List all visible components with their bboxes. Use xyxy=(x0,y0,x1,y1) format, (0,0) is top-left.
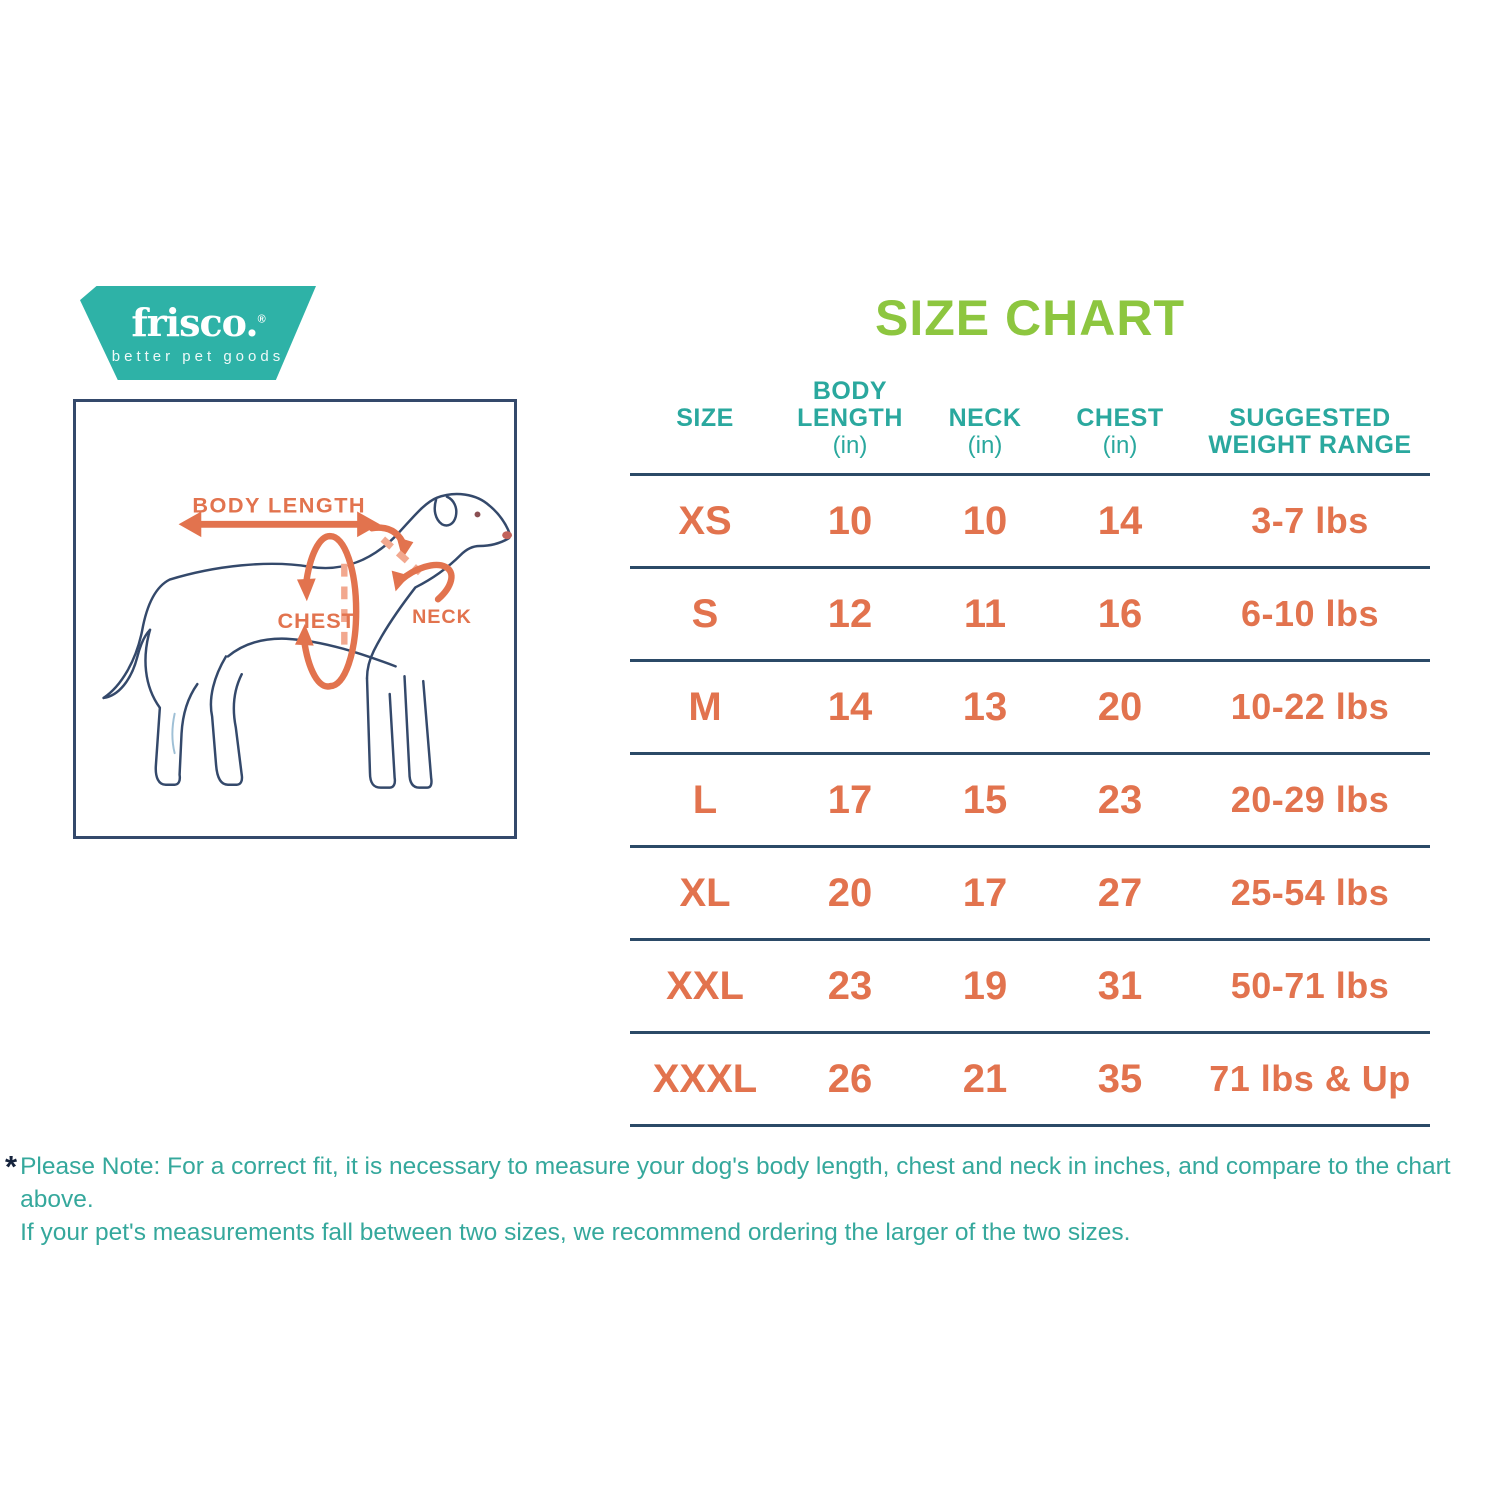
col-header-weight-line1: SUGGESTED xyxy=(1229,404,1391,432)
brand-name: frisco. xyxy=(131,299,258,345)
col-header-neck-label: NECK xyxy=(948,404,1022,432)
table-row-s: S 12 11 16 6-10 lbs xyxy=(630,569,1430,662)
neck-cell: 17 xyxy=(962,870,1008,915)
frisco-logo: frisco.® better pet goods xyxy=(80,286,316,380)
body-length-cell: 26 xyxy=(827,1056,873,1101)
registered-trademark-icon: ® xyxy=(257,312,266,325)
chest-loop-upper-arc xyxy=(302,532,334,589)
table-row-m: M 14 13 20 10-22 lbs xyxy=(630,662,1430,755)
neck-cell: 21 xyxy=(962,1056,1008,1101)
body-length-cell: 23 xyxy=(827,963,873,1008)
neck-label: NECK xyxy=(412,606,472,628)
col-header-body-line2: LENGTH xyxy=(797,404,903,432)
neck-loop-arc xyxy=(397,561,455,603)
size-cell: XL xyxy=(679,870,731,915)
footnote-asterisk: * xyxy=(5,1149,18,1184)
chest-cell: 16 xyxy=(1097,591,1143,636)
chest-cell: 14 xyxy=(1097,498,1143,543)
size-cell: XXXL xyxy=(652,1056,758,1101)
chest-arrowhead-up xyxy=(295,623,314,646)
body-length-arrowhead-right xyxy=(357,511,380,538)
col-header-size-label: SIZE xyxy=(676,404,734,432)
brand-tagline: better pet goods xyxy=(111,347,285,365)
col-header-weight: SUGGESTED WEIGHT RANGE xyxy=(1190,378,1430,459)
size-cell: M xyxy=(688,684,722,729)
chest-cell: 23 xyxy=(1097,777,1143,822)
dog-eye xyxy=(474,511,481,518)
neck-cell: 10 xyxy=(962,498,1008,543)
weight-cell: 50-71 lbs xyxy=(1230,965,1390,1006)
body-length-arrowhead-left xyxy=(178,511,202,538)
footnote-line-1: Please Note: For a correct fit, it is ne… xyxy=(20,1153,1451,1213)
col-header-neck: NECK (in) xyxy=(920,378,1050,460)
neck-cell: 19 xyxy=(962,963,1008,1008)
dog-nose xyxy=(502,531,513,540)
weight-cell: 3-7 lbs xyxy=(1251,500,1369,541)
col-header-chest-label: CHEST xyxy=(1076,404,1164,432)
col-header-neck-unit: (in) xyxy=(967,432,1003,459)
col-header-size: SIZE xyxy=(630,378,780,459)
thigh-accent-line xyxy=(171,712,176,755)
col-header-body-unit: (in) xyxy=(832,432,868,459)
body-length-cell: 10 xyxy=(827,498,873,543)
size-cell: XS xyxy=(678,498,732,543)
body-length-cell: 14 xyxy=(827,684,873,729)
table-row-xxl: XXL 23 19 31 50-71 lbs xyxy=(630,941,1430,1034)
weight-cell: 10-22 lbs xyxy=(1230,686,1390,727)
weight-cell: 71 lbs & Up xyxy=(1209,1058,1411,1099)
chest-label: CHEST xyxy=(277,608,355,633)
chest-cell: 27 xyxy=(1097,870,1143,915)
table-row-xl: XL 20 17 27 25-54 lbs xyxy=(630,848,1430,941)
table-header: SIZE BODY LENGTH (in) NECK (in) CHEST (i… xyxy=(630,377,1430,460)
chest-cell: 31 xyxy=(1097,963,1143,1008)
measurement-annotations: BODY LENGTH CHEST NECK xyxy=(178,492,472,690)
neck-cell: 11 xyxy=(963,591,1007,636)
size-cell: S xyxy=(691,591,719,636)
dog-outline-illustration: BODY LENGTH CHEST NECK xyxy=(102,492,513,789)
table-row-l: L 17 15 23 20-29 lbs xyxy=(630,755,1430,848)
body-length-cell: 20 xyxy=(827,870,873,915)
brand-wordmark: frisco.® xyxy=(131,303,266,342)
weight-cell: 25-54 lbs xyxy=(1230,872,1390,913)
footnote-text: Please Note: For a correct fit, it is ne… xyxy=(20,1150,1497,1249)
chest-cell: 35 xyxy=(1097,1056,1143,1101)
neck-arrowhead-down xyxy=(396,537,414,559)
col-header-chest: CHEST (in) xyxy=(1050,378,1190,460)
chest-loop-lower-arc xyxy=(300,635,334,690)
table-row-xs: XS 10 10 14 3-7 lbs xyxy=(630,476,1430,569)
neck-cell: 13 xyxy=(962,684,1008,729)
chart-title: SIZE CHART xyxy=(875,290,1185,346)
weight-cell: 6-10 lbs xyxy=(1240,593,1380,634)
chest-cell: 20 xyxy=(1097,684,1143,729)
dog-line-art xyxy=(102,492,511,789)
col-header-body-line1: BODY xyxy=(812,377,888,405)
neck-arrowhead-up xyxy=(391,570,410,592)
col-header-weight-line2: WEIGHT RANGE xyxy=(1208,431,1412,459)
measurement-diagram-box: BODY LENGTH CHEST NECK xyxy=(73,399,517,839)
weight-cell: 20-29 lbs xyxy=(1230,779,1390,820)
body-length-cell: 12 xyxy=(827,591,873,636)
chest-loop-right-arc xyxy=(327,532,360,690)
size-cell: XXL xyxy=(666,963,744,1008)
footnote: * Please Note: For a correct fit, it is … xyxy=(5,1150,1497,1249)
body-length-cell: 17 xyxy=(827,777,873,822)
neck-dashed-line xyxy=(380,536,423,576)
footnote-line-2: If your pet's measurements fall between … xyxy=(20,1219,1131,1246)
table-row-xxxl: XXXL 26 21 35 71 lbs & Up xyxy=(630,1034,1430,1127)
chest-arrowhead-down xyxy=(296,578,316,602)
size-table: XS 10 10 14 3-7 lbs S 12 11 16 6-10 lbs … xyxy=(630,473,1430,1127)
col-header-body-length: BODY LENGTH (in) xyxy=(780,377,920,460)
neck-cell: 15 xyxy=(962,777,1008,822)
body-length-label: BODY LENGTH xyxy=(192,492,366,517)
size-cell: L xyxy=(692,777,718,822)
col-header-chest-unit: (in) xyxy=(1102,432,1138,459)
